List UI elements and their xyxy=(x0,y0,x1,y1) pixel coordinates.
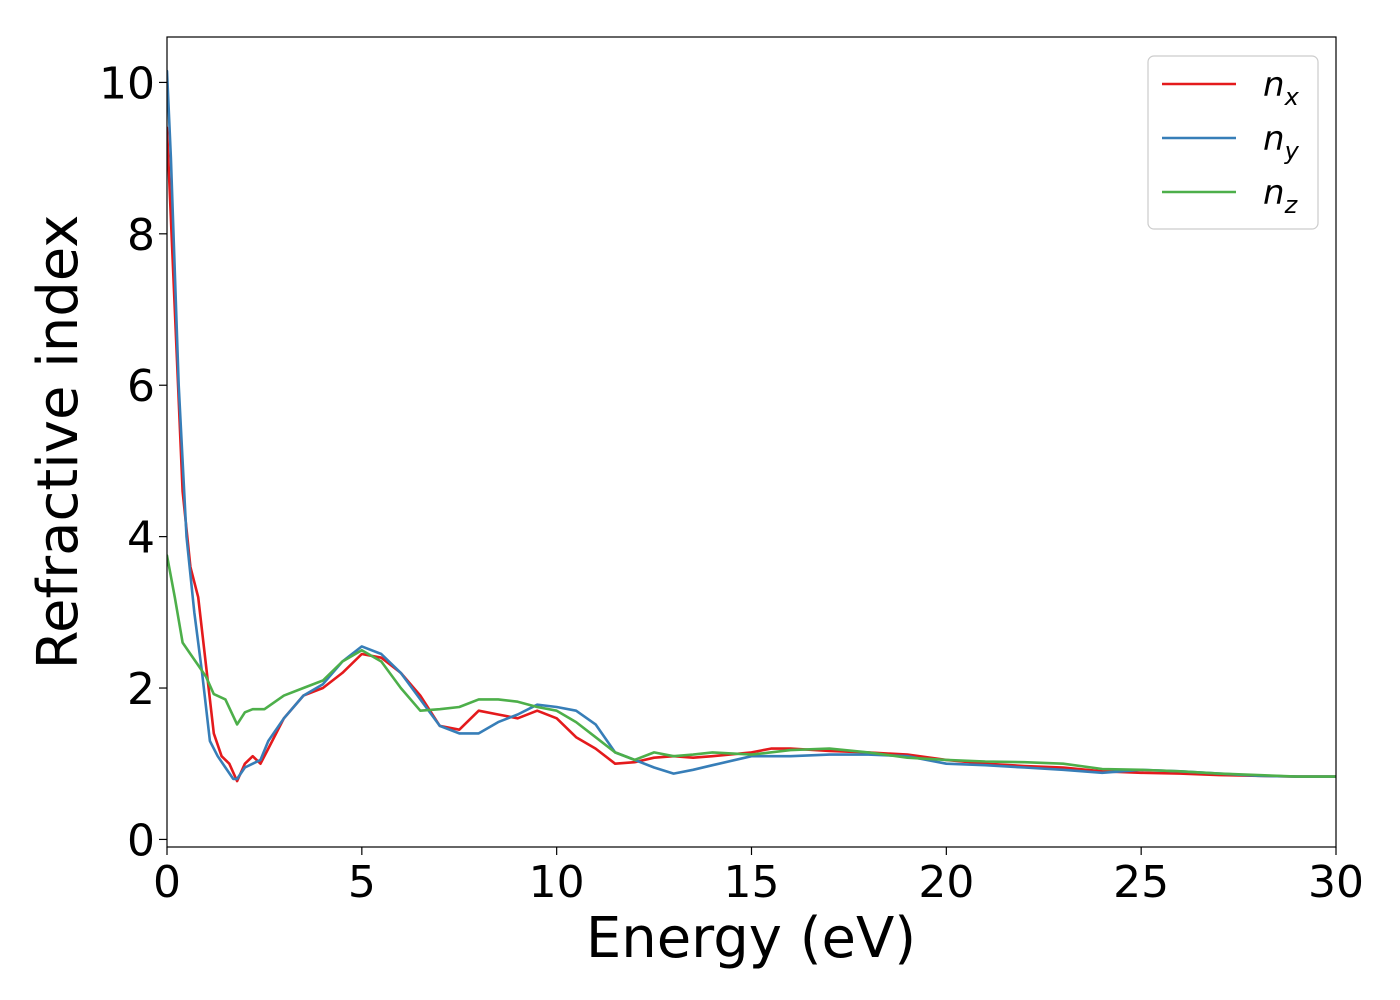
x-tick-label: 30 xyxy=(1308,857,1364,908)
legend-label-nx: nx xyxy=(1263,65,1300,111)
y-tick-label: 8 xyxy=(127,210,155,261)
legend-box xyxy=(1147,55,1319,230)
x-axis-ticks: 0 5 10 15 20 25 30 xyxy=(153,847,1364,908)
legend-label-ny: ny xyxy=(1263,119,1300,165)
y-tick-label: 4 xyxy=(127,513,155,564)
y-tick-label: 6 xyxy=(127,361,155,412)
legend: nx ny nz xyxy=(1147,55,1319,230)
y-tick-label: 0 xyxy=(127,815,155,866)
x-tick-label: 15 xyxy=(724,857,780,908)
x-tick-label: 0 xyxy=(153,857,181,908)
y-tick-label: 2 xyxy=(127,664,155,715)
x-tick-label: 10 xyxy=(529,857,585,908)
series-line-ny xyxy=(167,69,1336,781)
y-tick-label: 10 xyxy=(99,58,155,109)
x-tick-label: 25 xyxy=(1113,857,1169,908)
y-axis-ticks: 0 2 4 6 8 10 xyxy=(99,58,167,866)
x-axis-label: Energy (eV) xyxy=(586,906,916,971)
x-tick-label: 5 xyxy=(348,857,376,908)
series-line-nz xyxy=(167,554,1336,778)
y-axis-label: Refractive index xyxy=(26,215,91,670)
x-tick-label: 20 xyxy=(918,857,974,908)
legend-label-nz: nz xyxy=(1263,173,1299,219)
